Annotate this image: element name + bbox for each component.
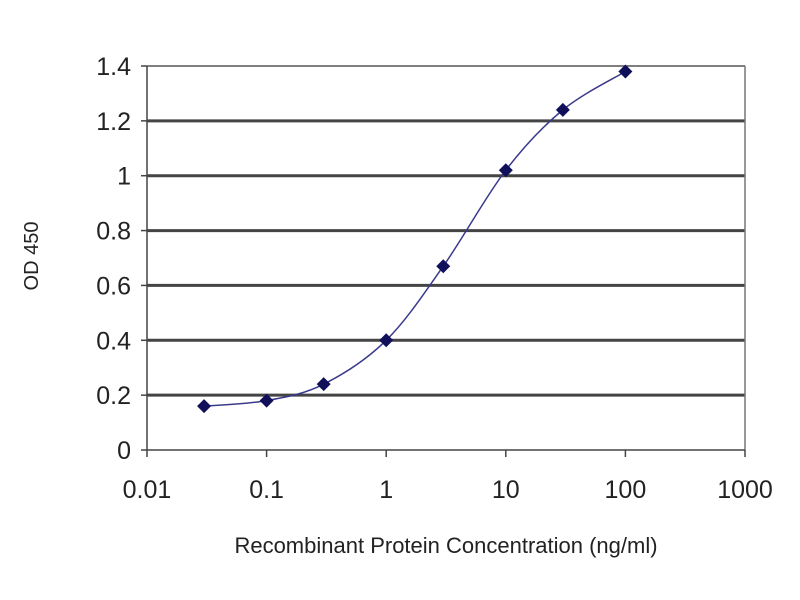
x-tick-label: 100 — [605, 476, 647, 504]
data-point — [316, 377, 331, 392]
data-point — [197, 399, 212, 414]
data-point — [618, 64, 633, 79]
data-point — [555, 102, 570, 117]
y-tick-label: 1.2 — [96, 108, 131, 136]
y-tick-label: 0.8 — [96, 218, 131, 246]
x-tick-label: 0.1 — [249, 476, 284, 504]
x-axis-label: Recombinant Protein Concentration (ng/ml… — [234, 533, 657, 558]
x-tick-label: 0.01 — [123, 476, 172, 504]
y-tick-label: 0.2 — [96, 382, 131, 410]
x-tick-label: 10 — [492, 476, 520, 504]
y-tick-label: 1.4 — [96, 53, 131, 81]
y-tick-label: 1 — [117, 163, 131, 191]
y-tick-label: 0.6 — [96, 272, 131, 300]
data-point — [436, 259, 451, 274]
data-point — [498, 163, 513, 178]
y-axis-label: OD 450 — [21, 222, 43, 291]
x-tick-label: 1000 — [717, 476, 773, 504]
series-line — [203, 70, 626, 407]
data-point — [379, 333, 394, 348]
data-point — [259, 393, 274, 408]
x-tick-label: 1 — [379, 476, 393, 504]
y-tick-label: 0.4 — [96, 327, 131, 355]
y-tick-label: 0 — [117, 437, 131, 465]
